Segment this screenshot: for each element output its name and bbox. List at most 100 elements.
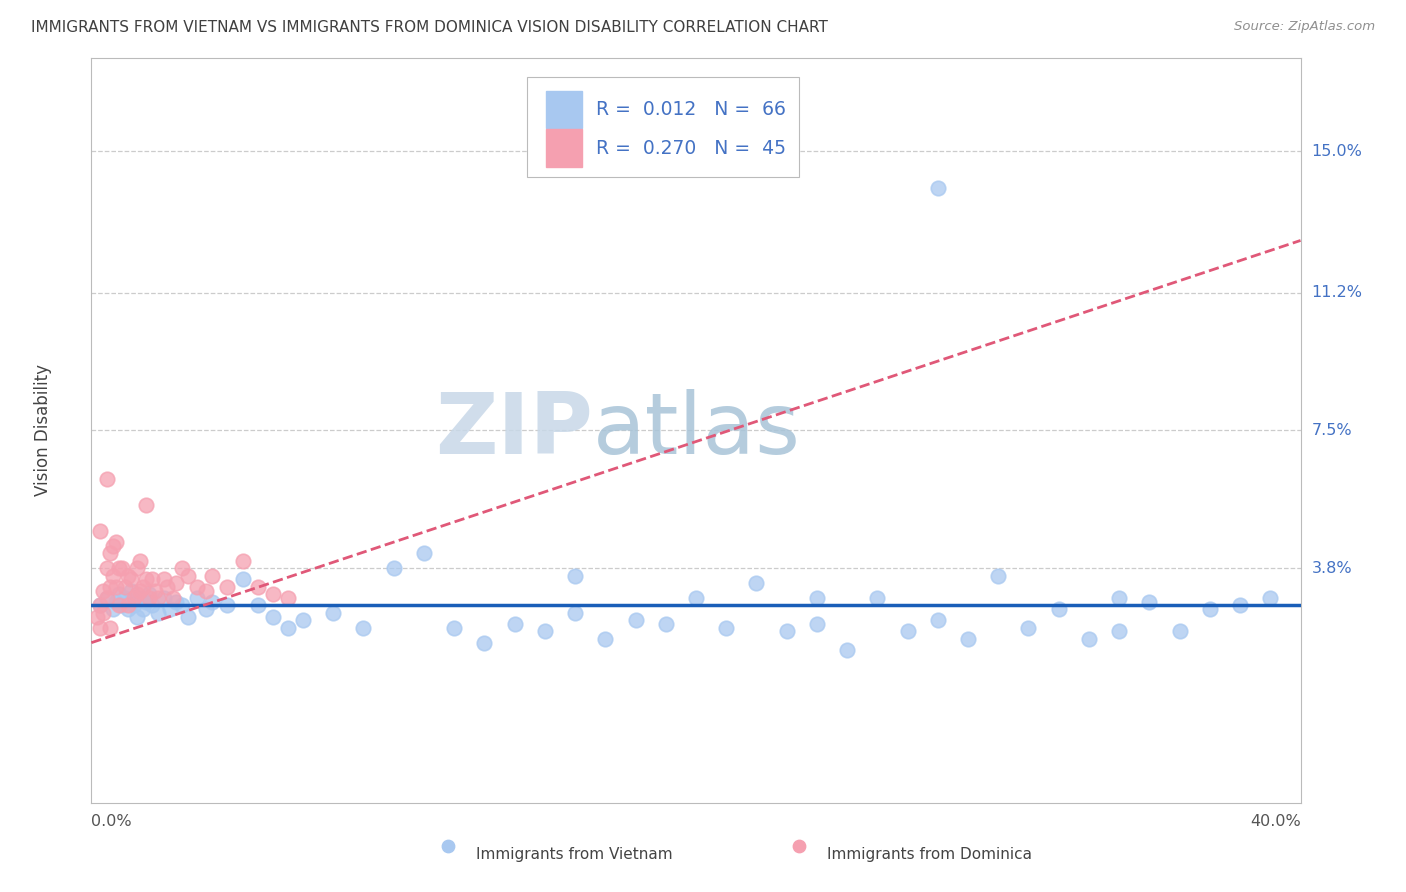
Point	[138, 587, 160, 601]
Point	[120, 573, 142, 587]
Point	[146, 591, 169, 605]
Point	[277, 621, 299, 635]
Point	[153, 573, 176, 587]
Point	[153, 591, 176, 605]
Point	[1260, 591, 1282, 605]
Point	[165, 595, 187, 609]
Point	[138, 591, 160, 605]
Point	[1108, 624, 1130, 639]
Point	[89, 621, 111, 635]
Point	[685, 591, 707, 605]
Point	[186, 591, 208, 605]
Point	[177, 609, 200, 624]
Point	[231, 573, 253, 587]
Point	[1077, 632, 1099, 646]
Point	[101, 539, 124, 553]
Point	[141, 573, 163, 587]
Point	[352, 621, 374, 635]
Point	[132, 602, 155, 616]
Point	[956, 632, 979, 646]
Point	[654, 617, 676, 632]
Point	[111, 599, 132, 613]
Text: R =  0.270   N =  45: R = 0.270 N = 45	[596, 138, 786, 158]
Point	[128, 554, 150, 568]
Point	[159, 602, 181, 616]
Text: Vision Disability: Vision Disability	[34, 365, 52, 496]
Point	[1229, 599, 1251, 613]
Text: ZIP: ZIP	[436, 389, 593, 472]
Point	[1139, 595, 1161, 609]
Point	[177, 568, 200, 582]
Point	[125, 587, 148, 601]
Point	[125, 561, 148, 575]
Point	[117, 568, 139, 582]
Point	[776, 624, 799, 639]
Point	[128, 591, 150, 605]
Point	[143, 583, 166, 598]
Point	[322, 606, 344, 620]
Point	[246, 599, 269, 613]
Point	[101, 568, 124, 582]
Point	[98, 621, 121, 635]
Point	[1108, 591, 1130, 605]
Point	[146, 606, 169, 620]
Point	[141, 599, 163, 613]
Point	[806, 591, 828, 605]
Point	[111, 561, 132, 575]
Text: 0.0%: 0.0%	[91, 814, 132, 829]
Point	[897, 624, 920, 639]
Point	[98, 580, 121, 594]
Text: IMMIGRANTS FROM VIETNAM VS IMMIGRANTS FROM DOMINICA VISION DISABILITY CORRELATIO: IMMIGRANTS FROM VIETNAM VS IMMIGRANTS FR…	[31, 20, 828, 35]
Point	[107, 587, 129, 601]
Text: 40.0%: 40.0%	[1250, 814, 1301, 829]
Point	[292, 613, 315, 627]
Point	[472, 635, 495, 649]
Text: Source: ZipAtlas.com: Source: ZipAtlas.com	[1234, 20, 1375, 33]
Point	[1168, 624, 1191, 639]
Point	[165, 576, 187, 591]
Text: 15.0%: 15.0%	[1312, 144, 1362, 159]
Point	[172, 599, 194, 613]
Point	[156, 580, 179, 594]
Point	[104, 580, 127, 594]
Point	[135, 573, 157, 587]
Point	[195, 583, 218, 598]
Point	[162, 591, 184, 605]
Point	[745, 576, 768, 591]
Point	[927, 181, 949, 195]
Text: 7.5%: 7.5%	[1312, 423, 1353, 438]
Point	[135, 498, 157, 512]
Point	[624, 613, 647, 627]
FancyBboxPatch shape	[527, 77, 799, 178]
Point	[564, 568, 586, 582]
Point	[96, 561, 118, 575]
Point	[564, 606, 586, 620]
Point	[96, 591, 118, 605]
Point	[128, 583, 150, 598]
Point	[86, 609, 108, 624]
Point	[503, 617, 526, 632]
Point	[714, 621, 737, 635]
Point	[125, 609, 148, 624]
Point	[89, 524, 111, 538]
Point	[413, 546, 436, 560]
Point	[89, 599, 111, 613]
Point	[104, 535, 127, 549]
FancyBboxPatch shape	[546, 91, 582, 128]
Point	[595, 632, 617, 646]
Text: R =  0.012   N =  66: R = 0.012 N = 66	[596, 100, 786, 119]
Point	[195, 602, 218, 616]
Point	[382, 561, 405, 575]
Point	[186, 580, 208, 594]
Point	[1047, 602, 1070, 616]
Point	[122, 599, 145, 613]
Point	[117, 599, 139, 613]
Point	[107, 599, 129, 613]
Text: Immigrants from Dominica: Immigrants from Dominica	[827, 847, 1032, 863]
Point	[101, 602, 124, 616]
Point	[246, 580, 269, 594]
Point	[1018, 621, 1040, 635]
Point	[866, 591, 889, 605]
Point	[122, 591, 145, 605]
Point	[262, 587, 284, 601]
